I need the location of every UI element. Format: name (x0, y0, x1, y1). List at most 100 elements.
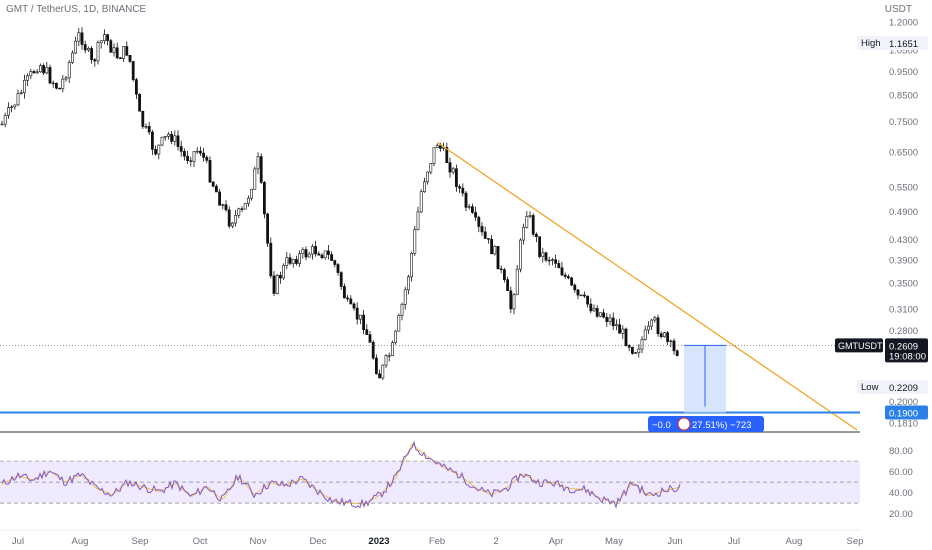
candle-body (13, 104, 17, 108)
candle (490, 235, 494, 255)
candle-body (643, 329, 647, 340)
price-tick-label: 0.3100 (889, 304, 918, 315)
candle (352, 302, 356, 311)
candle-body (365, 329, 369, 335)
candle-body (410, 252, 414, 278)
candle (147, 121, 151, 135)
candle (528, 211, 532, 219)
time-tick-label: Jun (667, 536, 682, 547)
candle-body (231, 222, 234, 227)
candle-body (637, 348, 641, 353)
candle (650, 318, 654, 330)
candle (35, 69, 39, 75)
candle (77, 28, 81, 47)
price-tick-label: 0.4900 (889, 207, 918, 218)
candle (151, 130, 154, 155)
candle-body (301, 249, 305, 254)
candle-body (490, 238, 494, 255)
candle-body (624, 328, 628, 347)
candle-body (675, 350, 679, 356)
candle-body (598, 312, 602, 317)
candle-body (384, 355, 388, 366)
candle-body (547, 259, 551, 262)
candle (154, 145, 158, 156)
candle-body (605, 316, 609, 322)
candle-body (640, 339, 644, 350)
candle (502, 268, 506, 283)
candle (112, 43, 116, 57)
measure-label-right: 27.51%) −723 (692, 420, 751, 431)
candle (474, 206, 478, 221)
candle-body (163, 135, 167, 138)
candle (103, 29, 106, 45)
candle-body (512, 294, 516, 310)
candle (141, 110, 145, 129)
candle-body (502, 269, 506, 280)
candle (480, 222, 484, 236)
candle (515, 264, 519, 296)
time-tick-label: Jul (12, 536, 24, 547)
candle (259, 153, 263, 185)
candle-body (323, 250, 327, 258)
symbol-label: GMTUSDT (838, 341, 883, 351)
candle-body (304, 249, 308, 258)
candle (291, 258, 295, 268)
candle (179, 140, 183, 157)
candle-body (103, 34, 106, 42)
candle-body (119, 57, 122, 59)
candle-body (58, 87, 62, 90)
candle-body (61, 78, 65, 89)
candle-body (275, 274, 279, 294)
candle-body (435, 145, 439, 148)
candle (614, 319, 618, 331)
candle-body (506, 279, 510, 292)
candle-body (403, 289, 407, 305)
candle-body (522, 226, 526, 241)
price-tick-label: 0.4300 (889, 235, 918, 246)
candle (208, 156, 212, 183)
candle-body (662, 332, 666, 338)
candle (243, 203, 247, 210)
candle (672, 338, 676, 355)
measure-label-left: −0.0 (652, 420, 671, 431)
candle (666, 331, 670, 346)
candle (272, 271, 276, 296)
support-price-badge-text: 0.1900 (889, 409, 918, 420)
candle (349, 295, 353, 305)
low-value-badge (885, 380, 928, 394)
candle (247, 195, 250, 207)
candle (400, 302, 404, 321)
candle-body (71, 52, 74, 63)
candle-body (314, 246, 318, 255)
candle (167, 131, 170, 140)
candle-body (602, 312, 606, 318)
candle-body (611, 317, 615, 327)
candle-body (538, 236, 542, 257)
candle (22, 74, 26, 99)
candle-body (19, 92, 23, 94)
candle (534, 232, 538, 243)
candle (269, 237, 273, 279)
candle-body (458, 186, 462, 189)
measure-label-badge (648, 416, 764, 432)
candle-body (266, 213, 270, 244)
candle (342, 283, 346, 299)
candle (13, 104, 17, 110)
candle (557, 259, 561, 269)
candle-body (74, 40, 78, 54)
candle (48, 64, 52, 85)
candle (195, 147, 199, 154)
candle-body (544, 252, 548, 261)
candle (125, 41, 129, 57)
candle-body (224, 204, 228, 211)
candle (307, 251, 311, 258)
candle-body (656, 317, 660, 334)
price-tick-label: 0.9500 (889, 67, 918, 78)
candle-body (394, 330, 398, 343)
candle (45, 61, 49, 75)
candle (646, 321, 650, 334)
candle-body (608, 317, 612, 322)
price-tick-label: 0.8500 (889, 90, 918, 101)
candle-body (541, 252, 545, 257)
